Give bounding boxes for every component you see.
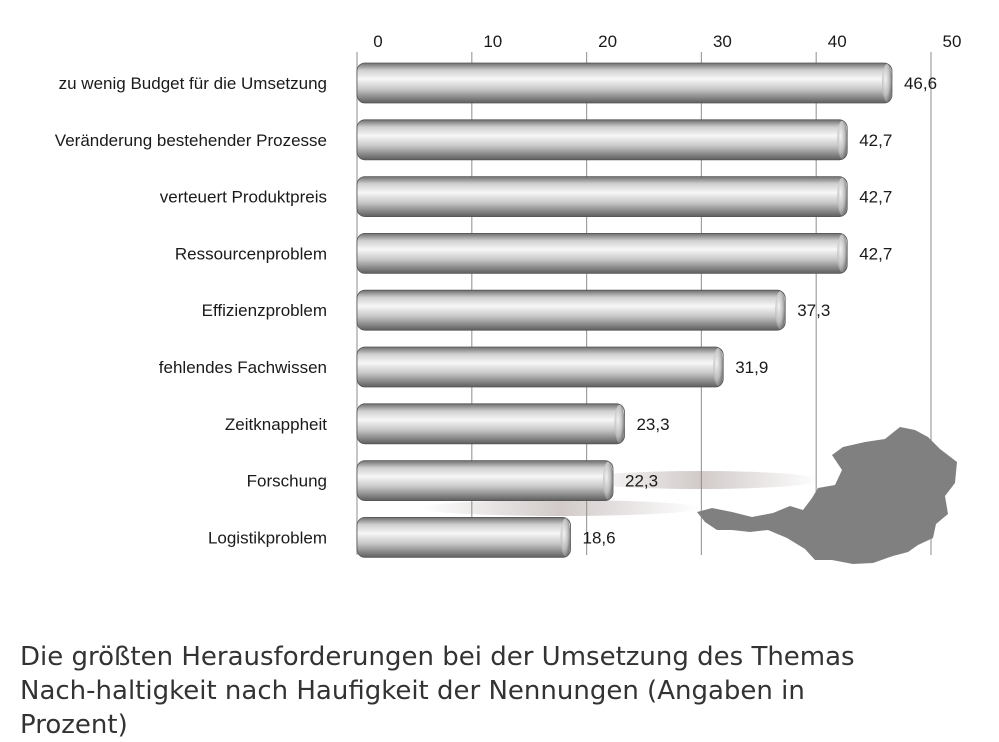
value-label: 42,7: [859, 244, 892, 263]
bar: [356, 517, 571, 558]
bar: [356, 176, 848, 218]
bar: [356, 232, 848, 274]
bars: [356, 62, 893, 558]
bar: [356, 460, 614, 502]
value-label: 46,6: [904, 74, 937, 93]
value-label: 42,7: [859, 188, 892, 207]
category-label: zu wenig Budget für die Umsetzung: [59, 74, 327, 93]
bar: [356, 119, 848, 161]
value-label: 42,7: [859, 131, 892, 150]
value-label: 22,3: [625, 472, 658, 491]
category-label: fehlendes Fachwissen: [159, 358, 327, 377]
value-label: 31,9: [735, 358, 768, 377]
category-label: Forschung: [247, 472, 327, 491]
bar: [356, 289, 786, 331]
category-label: Zeitknappheit: [225, 415, 327, 434]
value-label: 37,3: [797, 301, 830, 320]
category-label: Effizienzproblem: [202, 301, 327, 320]
x-tick-label: 50: [943, 32, 962, 51]
chart-caption: Die größten Herausforderungen bei der Um…: [20, 642, 855, 740]
bar: [356, 62, 893, 104]
x-tick-label: 20: [598, 32, 617, 51]
category-label: verteuert Produktpreis: [160, 188, 327, 207]
x-tick-label: 0: [373, 32, 382, 51]
category-label: Ressourcenproblem: [175, 244, 327, 263]
value-label: 18,6: [583, 528, 616, 547]
bar: [356, 346, 724, 388]
category-labels: zu wenig Budget für die Umsetzung Verände…: [55, 74, 327, 547]
bar-chart: 0 10 20 30 40 50 zu wenig Budget für die Umse…: [55, 32, 961, 564]
category-label: Logistikproblem: [208, 528, 327, 547]
value-labels: 46,6 42,7 42,7 42,7 37,3 31,9 23,3 22,3 18,6: [583, 74, 938, 547]
x-tick-label: 10: [483, 32, 502, 51]
austria-map-icon: [420, 427, 957, 564]
x-axis-ticks: 0 10 20 30 40 50: [373, 32, 961, 51]
x-tick-label: 40: [828, 32, 847, 51]
value-label: 23,3: [636, 415, 669, 434]
x-tick-label: 30: [713, 32, 732, 51]
bar: [356, 403, 625, 445]
category-label: Veränderung bestehender Prozesse: [55, 131, 327, 150]
